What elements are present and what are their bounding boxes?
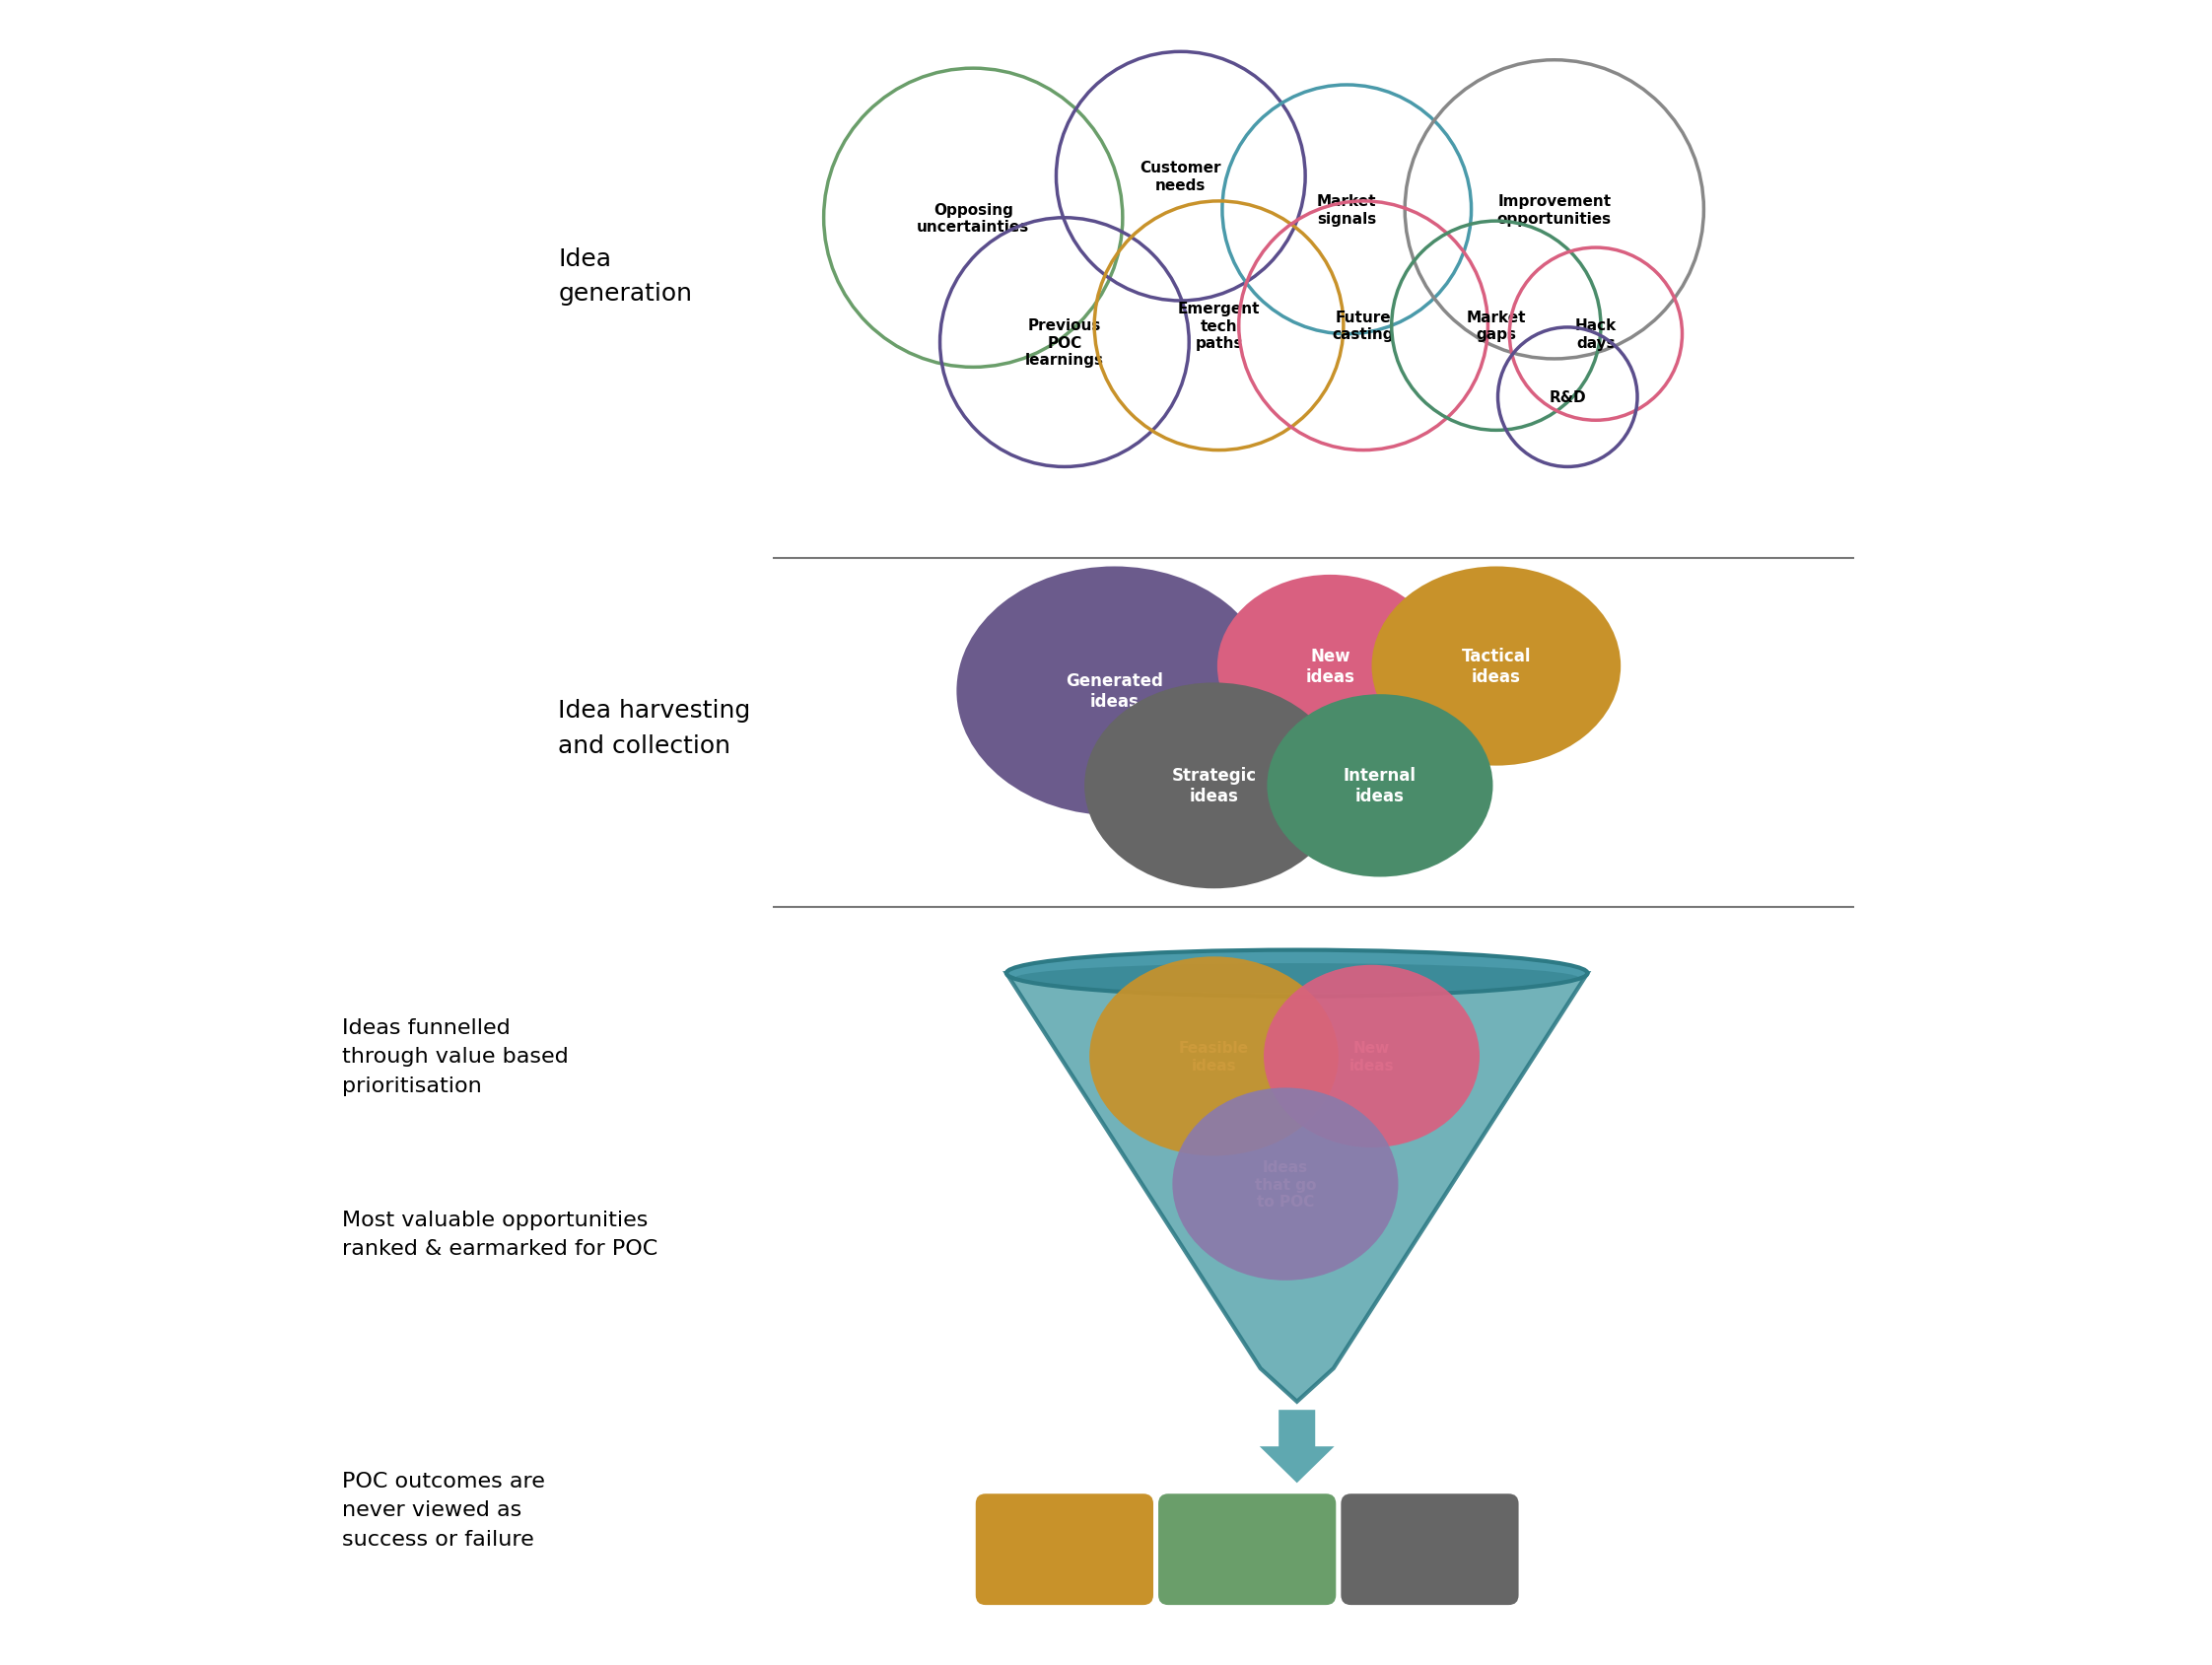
Polygon shape	[1006, 974, 1588, 1402]
Text: Market
gaps: Market gaps	[1467, 310, 1526, 343]
Text: Strategic
ideas: Strategic ideas	[1172, 768, 1256, 806]
Text: Not
useable: Not useable	[1020, 1528, 1110, 1570]
Ellipse shape	[1263, 966, 1480, 1147]
Ellipse shape	[1267, 694, 1493, 877]
FancyBboxPatch shape	[1340, 1494, 1520, 1605]
Text: Opposing
uncertainties: Opposing uncertainties	[916, 203, 1029, 235]
Ellipse shape	[1088, 957, 1338, 1156]
Text: Generated
ideas: Generated ideas	[1066, 673, 1164, 711]
Ellipse shape	[1172, 1087, 1398, 1280]
Text: POC outcomes are
never viewed as
success or failure: POC outcomes are never viewed as success…	[343, 1470, 544, 1548]
Text: Feasible
ideas: Feasible ideas	[1179, 1041, 1250, 1072]
Ellipse shape	[1015, 964, 1579, 994]
Text: Hack
days: Hack days	[1575, 318, 1617, 351]
Text: Idea
generation: Idea generation	[557, 248, 692, 306]
Text: Most valuable opportunities
ranked & earmarked for POC: Most valuable opportunities ranked & ear…	[343, 1210, 657, 1259]
FancyBboxPatch shape	[975, 1494, 1152, 1605]
Ellipse shape	[1371, 568, 1621, 766]
Text: Idea harvesting
and collection: Idea harvesting and collection	[557, 699, 750, 758]
Text: New
ideas: New ideas	[1305, 648, 1354, 686]
Text: Future
casting: Future casting	[1332, 310, 1394, 343]
Text: Zombie: Zombie	[1387, 1540, 1473, 1558]
FancyBboxPatch shape	[1159, 1494, 1336, 1605]
Ellipse shape	[1217, 576, 1442, 758]
Ellipse shape	[1084, 683, 1343, 889]
Text: Useable: Useable	[1201, 1540, 1294, 1558]
Text: Improvement
opportunities: Improvement opportunities	[1498, 195, 1613, 226]
Text: Tactical
ideas: Tactical ideas	[1462, 648, 1531, 686]
Text: Market
signals: Market signals	[1316, 195, 1376, 226]
Ellipse shape	[956, 568, 1272, 816]
Ellipse shape	[1006, 951, 1588, 997]
Text: R&D: R&D	[1548, 390, 1586, 405]
Text: Internal
ideas: Internal ideas	[1343, 768, 1416, 806]
Text: Previous
POC
learnings: Previous POC learnings	[1024, 318, 1104, 368]
Text: Customer
needs: Customer needs	[1139, 162, 1221, 193]
Text: Ideas funnelled
through value based
prioritisation: Ideas funnelled through value based prio…	[343, 1017, 568, 1096]
Text: New
ideas: New ideas	[1349, 1041, 1394, 1072]
FancyArrow shape	[1259, 1410, 1334, 1484]
Text: Emergent
tech
paths: Emergent tech paths	[1177, 301, 1261, 351]
Text: Ideas
that go
to POC: Ideas that go to POC	[1254, 1161, 1316, 1209]
